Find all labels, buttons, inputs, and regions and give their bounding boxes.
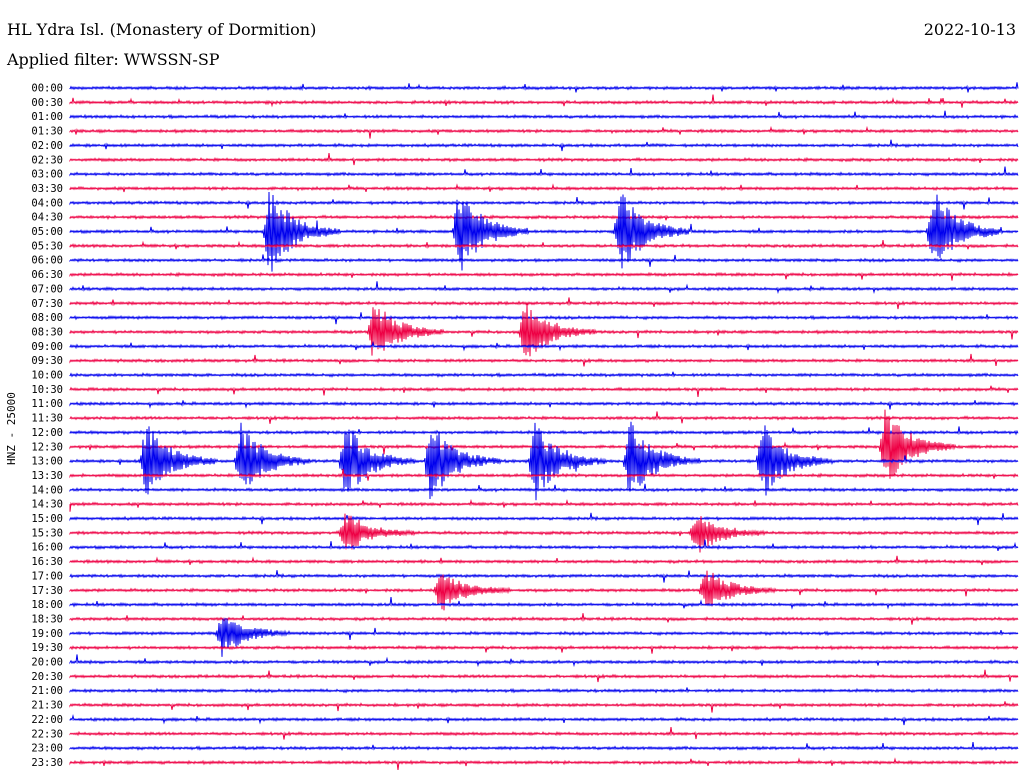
seismic-trace [69, 197, 1019, 210]
trace-time-label: 07:00 [31, 283, 63, 295]
seismic-trace [69, 512, 1019, 526]
seismic-trace [69, 303, 1019, 357]
trace-time-label: 15:30 [31, 527, 63, 539]
trace-time-label: 10:00 [31, 370, 63, 382]
trace-time-label: 01:30 [31, 126, 63, 138]
seismic-trace [69, 400, 1019, 410]
trace-time-label: 09:00 [31, 341, 63, 353]
trace-time-label: 00:30 [31, 97, 63, 109]
trace-time-label: 18:00 [31, 599, 63, 611]
trace-time-label: 19:00 [31, 628, 63, 640]
seismic-trace [69, 617, 1019, 657]
trace-time-label: 17:30 [31, 585, 63, 597]
seismic-trace [69, 191, 1019, 272]
trace-time-label: 23:30 [31, 757, 63, 769]
trace-time-label: 13:00 [31, 456, 63, 468]
trace-time-label: 23:00 [31, 743, 63, 755]
seismic-trace [69, 570, 1019, 583]
trace-time-label: 08:30 [31, 326, 63, 338]
seismic-trace [69, 82, 1019, 93]
trace-time-label: 06:00 [31, 255, 63, 267]
trace-time-label: 05:30 [31, 240, 63, 252]
station-title: HL Ydra Isl. (Monastery of Dormition) [7, 20, 317, 39]
trace-time-label: 00:00 [31, 83, 63, 95]
trace-time-label: 15:00 [31, 513, 63, 525]
seismic-trace [69, 110, 1019, 120]
trace-time-label: 03:30 [31, 183, 63, 195]
trace-time-label: 22:30 [31, 728, 63, 740]
trace-time-label: 12:00 [31, 427, 63, 439]
trace-time-label: 12:30 [31, 441, 63, 453]
seismic-trace [69, 371, 1019, 378]
trace-time-label: 01:00 [31, 111, 63, 123]
trace-time-label: 03:00 [31, 169, 63, 181]
seismic-trace [69, 714, 1019, 726]
trace-time-label: 21:30 [31, 700, 63, 712]
seismic-trace [69, 125, 1019, 139]
trace-time-label: 20:30 [31, 671, 63, 683]
trace-time-label: 05:00 [31, 226, 63, 238]
seismic-trace [69, 183, 1019, 193]
trace-time-label: 04:00 [31, 197, 63, 209]
seismic-trace [69, 701, 1019, 713]
seismic-trace [69, 254, 1019, 267]
trace-time-label: 19:30 [31, 642, 63, 654]
trace-time-label: 22:00 [31, 714, 63, 726]
trace-time-label: 11:30 [31, 413, 63, 425]
seismic-trace [69, 426, 1019, 436]
seismic-trace [69, 539, 1019, 552]
seismic-trace [69, 483, 1019, 493]
seismic-trace [69, 340, 1019, 352]
trace-time-label: 18:30 [31, 613, 63, 625]
seismic-trace [69, 727, 1019, 740]
trace-time-label: 10:30 [31, 384, 63, 396]
seismic-trace [69, 411, 1019, 424]
seismic-trace [69, 312, 1019, 325]
seismic-trace [69, 555, 1019, 566]
seismic-trace [69, 757, 1019, 771]
seismic-trace [69, 669, 1019, 683]
trace-time-label: 02:00 [31, 140, 63, 152]
trace-time-label: 13:30 [31, 470, 63, 482]
filter-label: Applied filter: WWSSN-SP [7, 50, 220, 69]
trace-time-label: 04:30 [31, 212, 63, 224]
seismic-trace [69, 271, 1019, 281]
seismic-trace [69, 94, 1019, 108]
seismic-trace [69, 297, 1019, 310]
seismic-trace [69, 596, 1019, 610]
seismic-trace [69, 214, 1019, 221]
seismic-trace [69, 421, 1019, 501]
seismic-trace [69, 513, 1019, 553]
seismic-trace [69, 153, 1019, 166]
seismic-trace [69, 570, 1019, 611]
seismic-trace [69, 385, 1019, 397]
trace-time-label: 16:30 [31, 556, 63, 568]
trace-time-label: 07:30 [31, 298, 63, 310]
trace-time-label: 09:30 [31, 355, 63, 367]
trace-time-label: 17:00 [31, 570, 63, 582]
seismic-trace [69, 498, 1019, 512]
seismic-trace [69, 654, 1019, 668]
seismic-trace [69, 468, 1019, 481]
trace-time-label: 14:00 [31, 484, 63, 496]
seismic-trace [69, 139, 1019, 152]
seismic-trace [69, 240, 1019, 250]
seismic-trace [69, 613, 1019, 625]
trace-time-label: 14:30 [31, 499, 63, 511]
trace-time-label: 20:00 [31, 657, 63, 669]
trace-time-label: 06:30 [31, 269, 63, 281]
trace-time-label: 21:00 [31, 685, 63, 697]
trace-time-label: 08:00 [31, 312, 63, 324]
seismic-trace [69, 281, 1019, 295]
date-label: 2022-10-13 [923, 20, 1016, 39]
seismic-trace [69, 687, 1019, 694]
trace-time-label: 16:00 [31, 542, 63, 554]
seismic-trace [69, 742, 1019, 752]
trace-time-label: 11:00 [31, 398, 63, 410]
trace-time-label: 02:30 [31, 154, 63, 166]
seismic-trace [69, 353, 1019, 367]
seismic-trace [69, 166, 1019, 178]
seismic-trace [69, 644, 1019, 654]
